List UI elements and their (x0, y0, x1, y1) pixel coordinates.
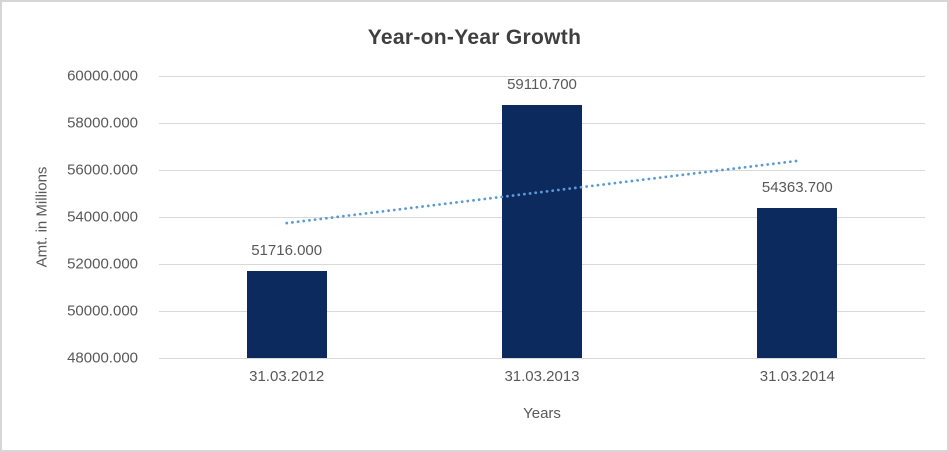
data-label: 54363.700 (761, 179, 833, 197)
bar-group-2013: 59110.700 (414, 76, 669, 358)
y-tick-label: 52000.000 (67, 255, 138, 273)
bar-group-2014: 54363.700 (670, 76, 925, 358)
chart-title: Year-on-Year Growth (367, 26, 582, 49)
bar-series: 51716.000 59110.700 54363.700 (159, 76, 925, 358)
x-axis-category-labels: 31.03.2012 31.03.2013 31.03.2014 (159, 368, 925, 385)
y-axis-title: Amt. in Millions (33, 166, 51, 268)
y-tick-label: 50000.000 (67, 302, 138, 320)
x-axis-title: Years (523, 405, 561, 422)
y-tick-label: 60000.000 (67, 67, 138, 85)
bar-2013[interactable] (501, 105, 582, 358)
bar-2012[interactable] (246, 270, 327, 358)
bar-group-2012: 51716.000 (159, 76, 414, 358)
data-label: 51716.000 (251, 241, 323, 259)
bar-2014[interactable] (757, 208, 838, 358)
y-tick-label: 54000.000 (67, 208, 138, 226)
gridline (159, 76, 925, 77)
y-tick-label: 56000.000 (67, 161, 138, 179)
x-category-label: 31.03.2012 (249, 368, 325, 385)
x-category-label: 31.03.2013 (504, 368, 580, 385)
x-category-label: 31.03.2014 (759, 368, 835, 385)
data-label: 59110.700 (507, 76, 577, 93)
gridline (159, 358, 925, 359)
y-tick-label: 58000.000 (67, 114, 138, 132)
y-axis-tick-labels: 60000.000 58000.000 56000.000 54000.000 … (2, 68, 148, 367)
plot-area: 51716.000 59110.700 54363.700 (159, 76, 925, 359)
y-tick-label: 48000.000 (67, 349, 138, 367)
